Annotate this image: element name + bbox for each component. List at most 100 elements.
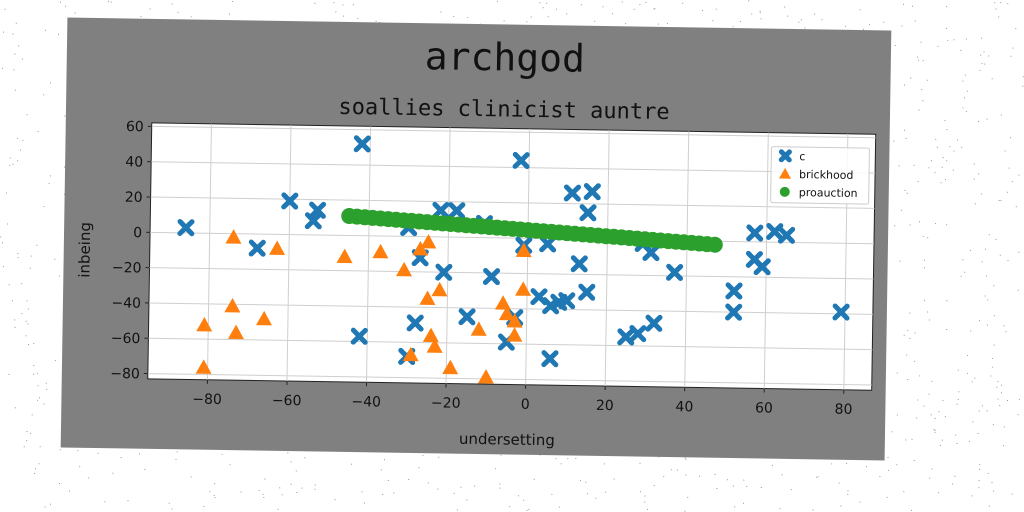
data-point-brickhood	[227, 324, 244, 340]
data-point-c	[642, 243, 660, 262]
legend: c brickhood proauction	[770, 146, 870, 205]
legend-marker-proauction	[779, 186, 790, 197]
chart-title: archgod	[424, 34, 585, 81]
data-point-c	[645, 314, 663, 332]
x-tick-label: 20	[596, 398, 614, 414]
data-point-c	[435, 263, 453, 281]
data-point-c	[563, 184, 581, 202]
data-point-c	[725, 303, 743, 321]
data-point-c	[725, 282, 743, 300]
legend-label-proauction: proauction	[799, 186, 858, 200]
x-axis-label: undersetting	[459, 430, 555, 450]
data-point-brickhood	[420, 234, 437, 249]
data-point-c	[350, 327, 368, 345]
data-point-brickhood	[498, 305, 515, 321]
data-point-c	[629, 324, 647, 343]
scatter-chart: archgod soallies clinicist auntre −80 −60…	[75, 34, 877, 450]
data-point-c	[353, 135, 371, 153]
data-point-c	[458, 308, 476, 326]
data-point-brickhood	[506, 327, 523, 342]
data-point-c	[248, 239, 266, 257]
data-point-c	[583, 183, 601, 201]
data-point-c	[558, 292, 576, 310]
plot-area	[147, 122, 877, 391]
data-point-c	[746, 224, 764, 242]
y-tick-label: −80	[110, 366, 140, 382]
data-point-c	[579, 204, 597, 222]
data-point-brickhood	[372, 243, 389, 259]
x-tick-label: 40	[675, 399, 693, 415]
data-point-brickhood	[269, 240, 286, 255]
data-point-c	[570, 255, 588, 273]
data-point-brickhood	[336, 248, 353, 264]
chart-figure: archgod soallies clinicist auntre −80 −60…	[60, 17, 892, 461]
axis-ticks: −80 −60 −40 −20 0 20 40 60 80 −80 −60 −40 −20 0 20 40 60	[110, 119, 852, 418]
x-grid-line	[604, 130, 610, 387]
grid-lines	[147, 123, 876, 390]
x-grid-line	[366, 126, 372, 383]
data-point-brickhood	[426, 338, 443, 353]
y-tick-label: −40	[111, 295, 141, 311]
data-point-c	[281, 192, 299, 210]
data-point-c	[308, 201, 327, 219]
data-point-c	[666, 263, 684, 281]
data-point-c	[541, 350, 559, 368]
data-point-c	[578, 283, 596, 301]
data-point-c	[432, 201, 450, 220]
data-point-brickhood	[195, 359, 212, 374]
data-point-c	[448, 202, 466, 220]
x-grid-line	[684, 131, 690, 388]
x-tick-label: 60	[755, 400, 773, 416]
x-tick-label: 0	[521, 397, 530, 413]
data-point-brickhood	[224, 298, 241, 313]
data-point-brickhood	[402, 346, 419, 362]
chart-subtitle: soallies clinicist auntre	[338, 95, 669, 125]
data-point-brickhood	[196, 317, 213, 332]
data-point-c	[539, 235, 557, 253]
data-point-brickhood	[477, 369, 494, 384]
data-point-c	[777, 226, 796, 244]
y-grid-line	[148, 302, 873, 315]
y-axis-label: inbeing	[75, 222, 94, 278]
x-grid-line	[445, 127, 451, 384]
data-point-c	[753, 258, 771, 276]
y-tick-label: −60	[111, 331, 141, 347]
data-points	[177, 135, 850, 384]
y-grid-line	[150, 231, 874, 245]
data-point-brickhood	[431, 281, 448, 297]
data-point-c	[177, 219, 195, 237]
legend-label-brickhood: brickhood	[799, 168, 854, 182]
legend-marker-c	[778, 149, 792, 163]
data-point-brickhood	[395, 261, 412, 277]
data-point-brickhood	[419, 290, 436, 306]
y-grid-line	[150, 196, 875, 209]
data-point-c	[482, 267, 501, 286]
x-grid-line	[206, 123, 212, 380]
data-point-proauction	[706, 236, 723, 253]
x-tick-label: −40	[351, 394, 381, 410]
data-point-c	[512, 151, 530, 170]
y-tick-label: 0	[133, 225, 142, 241]
y-grid-line	[147, 373, 872, 386]
y-tick-label: 20	[125, 190, 143, 206]
x-tick-label: −60	[272, 393, 302, 409]
x-tick-label: −80	[192, 392, 222, 408]
data-point-brickhood	[515, 281, 532, 296]
data-point-c	[406, 314, 424, 332]
x-tick-label: −20	[431, 395, 461, 411]
y-tick-label: −20	[112, 260, 142, 276]
data-point-brickhood	[442, 359, 459, 375]
y-tick-label: 40	[125, 154, 143, 170]
data-point-brickhood	[225, 229, 242, 244]
data-point-c	[832, 303, 850, 321]
data-point-brickhood	[255, 310, 272, 326]
data-point-brickhood	[470, 321, 487, 336]
y-tick-label: 60	[126, 119, 144, 135]
data-point-brickhood	[515, 242, 532, 258]
legend-box	[770, 146, 870, 205]
x-grid-line	[286, 125, 292, 382]
x-tick-label: 80	[834, 402, 852, 418]
y-grid-line	[149, 267, 874, 280]
legend-label-c: c	[799, 150, 805, 163]
data-point-brickhood	[506, 313, 523, 328]
